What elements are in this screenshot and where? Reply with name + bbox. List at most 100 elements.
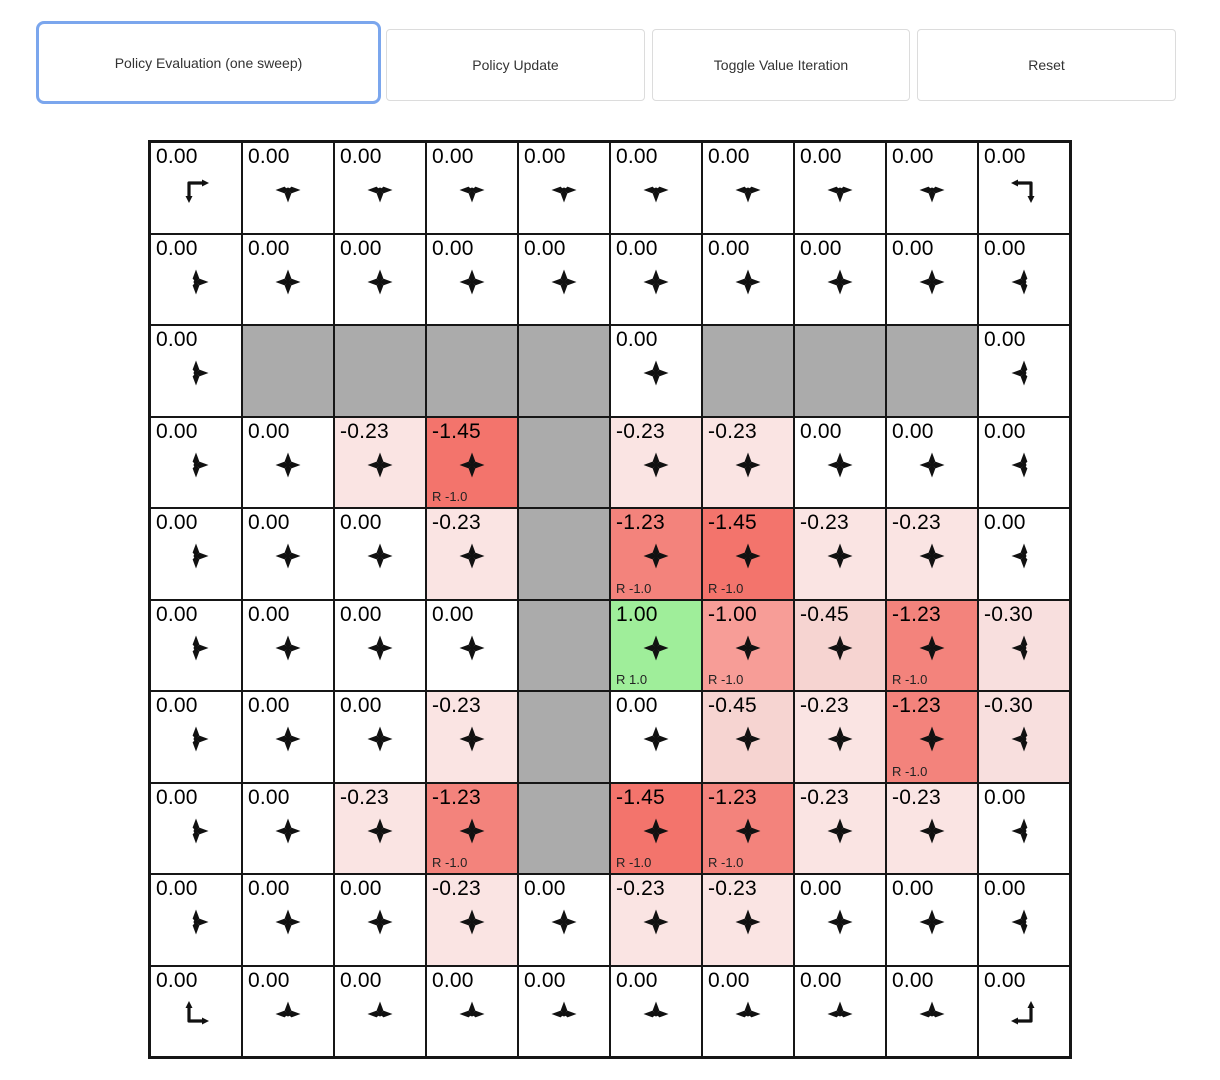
grid-cell-r10-c10[interactable]: 0.00 [978, 965, 1070, 1057]
grid-cell-r6-c3[interactable]: 0.00 [334, 599, 426, 691]
grid-cell-r10-c2[interactable]: 0.00 [242, 965, 334, 1057]
grid-cell-r5-c4[interactable]: -0.23 [426, 508, 518, 600]
reset-button[interactable]: Reset [917, 29, 1176, 101]
grid-cell-r3-c6[interactable]: 0.00 [610, 325, 702, 417]
grid-cell-r10-c8[interactable]: 0.00 [794, 965, 886, 1057]
grid-cell-r1-c5[interactable]: 0.00 [518, 142, 610, 234]
grid-cell-r5-c8[interactable]: -0.23 [794, 508, 886, 600]
grid-wall-cell-r4-c5[interactable] [518, 416, 610, 508]
grid-cell-r9-c7[interactable]: -0.23 [702, 874, 794, 966]
grid-cell-r10-c5[interactable]: 0.00 [518, 965, 610, 1057]
grid-wall-cell-r7-c5[interactable] [518, 691, 610, 783]
grid-cell-r1-c2[interactable]: 0.00 [242, 142, 334, 234]
grid-wall-cell-r3-c3[interactable] [334, 325, 426, 417]
grid-wall-cell-r8-c5[interactable] [518, 782, 610, 874]
policy-update-button[interactable]: Policy Update [386, 29, 645, 101]
grid-cell-r4-c7[interactable]: -0.23 [702, 416, 794, 508]
grid-wall-cell-r3-c9[interactable] [886, 325, 978, 417]
grid-cell-r5-c9[interactable]: -0.23 [886, 508, 978, 600]
grid-cell-r4-c3[interactable]: -0.23 [334, 416, 426, 508]
grid-cell-r3-c1[interactable]: 0.00 [150, 325, 242, 417]
grid-cell-r9-c10[interactable]: 0.00 [978, 874, 1070, 966]
grid-wall-cell-r3-c5[interactable] [518, 325, 610, 417]
grid-cell-r2-c2[interactable]: 0.00 [242, 233, 334, 325]
grid-wall-cell-r3-c2[interactable] [242, 325, 334, 417]
grid-cell-r2-c1[interactable]: 0.00 [150, 233, 242, 325]
grid-cell-r2-c7[interactable]: 0.00 [702, 233, 794, 325]
grid-cell-r8-c8[interactable]: -0.23 [794, 782, 886, 874]
grid-cell-r9-c6[interactable]: -0.23 [610, 874, 702, 966]
grid-cell-r1-c4[interactable]: 0.00 [426, 142, 518, 234]
grid-cell-r1-c9[interactable]: 0.00 [886, 142, 978, 234]
toggle-value-iteration-button[interactable]: Toggle Value Iteration [652, 29, 910, 101]
grid-cell-r8-c1[interactable]: 0.00 [150, 782, 242, 874]
grid-cell-r10-c3[interactable]: 0.00 [334, 965, 426, 1057]
grid-wall-cell-r5-c5[interactable] [518, 508, 610, 600]
grid-cell-r6-c6[interactable]: 1.00 R 1.0 [610, 599, 702, 691]
grid-cell-r5-c6[interactable]: -1.23 R -1.0 [610, 508, 702, 600]
grid-cell-r8-c4[interactable]: -1.23 R -1.0 [426, 782, 518, 874]
grid-cell-r10-c9[interactable]: 0.00 [886, 965, 978, 1057]
grid-cell-r8-c7[interactable]: -1.23 R -1.0 [702, 782, 794, 874]
grid-cell-r7-c10[interactable]: -0.30 [978, 691, 1070, 783]
grid-cell-r4-c10[interactable]: 0.00 [978, 416, 1070, 508]
grid-cell-r6-c10[interactable]: -0.30 [978, 599, 1070, 691]
grid-cell-r5-c7[interactable]: -1.45 R -1.0 [702, 508, 794, 600]
grid-cell-r2-c9[interactable]: 0.00 [886, 233, 978, 325]
grid-cell-r7-c4[interactable]: -0.23 [426, 691, 518, 783]
grid-cell-r10-c7[interactable]: 0.00 [702, 965, 794, 1057]
grid-cell-r6-c1[interactable]: 0.00 [150, 599, 242, 691]
grid-cell-r9-c2[interactable]: 0.00 [242, 874, 334, 966]
grid-cell-r4-c9[interactable]: 0.00 [886, 416, 978, 508]
grid-cell-r8-c6[interactable]: -1.45 R -1.0 [610, 782, 702, 874]
grid-cell-r4-c2[interactable]: 0.00 [242, 416, 334, 508]
grid-cell-r1-c8[interactable]: 0.00 [794, 142, 886, 234]
grid-cell-r4-c8[interactable]: 0.00 [794, 416, 886, 508]
grid-cell-r6-c7[interactable]: -1.00 R -1.0 [702, 599, 794, 691]
grid-cell-r8-c10[interactable]: 0.00 [978, 782, 1070, 874]
grid-cell-r5-c2[interactable]: 0.00 [242, 508, 334, 600]
grid-cell-r2-c5[interactable]: 0.00 [518, 233, 610, 325]
grid-cell-r6-c4[interactable]: 0.00 [426, 599, 518, 691]
policy-evaluation-button[interactable]: Policy Evaluation (one sweep) [36, 21, 381, 104]
grid-wall-cell-r3-c7[interactable] [702, 325, 794, 417]
grid-wall-cell-r6-c5[interactable] [518, 599, 610, 691]
grid-cell-r4-c6[interactable]: -0.23 [610, 416, 702, 508]
grid-cell-r8-c3[interactable]: -0.23 [334, 782, 426, 874]
grid-cell-r7-c2[interactable]: 0.00 [242, 691, 334, 783]
grid-cell-r8-c9[interactable]: -0.23 [886, 782, 978, 874]
grid-cell-r7-c6[interactable]: 0.00 [610, 691, 702, 783]
grid-cell-r1-c3[interactable]: 0.00 [334, 142, 426, 234]
grid-cell-r4-c4[interactable]: -1.45 R -1.0 [426, 416, 518, 508]
grid-cell-r8-c2[interactable]: 0.00 [242, 782, 334, 874]
grid-cell-r6-c9[interactable]: -1.23 R -1.0 [886, 599, 978, 691]
grid-cell-r1-c6[interactable]: 0.00 [610, 142, 702, 234]
grid-cell-r7-c1[interactable]: 0.00 [150, 691, 242, 783]
grid-cell-r10-c1[interactable]: 0.00 [150, 965, 242, 1057]
grid-cell-r9-c9[interactable]: 0.00 [886, 874, 978, 966]
grid-cell-r1-c10[interactable]: 0.00 [978, 142, 1070, 234]
grid-cell-r3-c10[interactable]: 0.00 [978, 325, 1070, 417]
grid-cell-r7-c3[interactable]: 0.00 [334, 691, 426, 783]
grid-cell-r5-c1[interactable]: 0.00 [150, 508, 242, 600]
grid-cell-r2-c10[interactable]: 0.00 [978, 233, 1070, 325]
grid-cell-r2-c4[interactable]: 0.00 [426, 233, 518, 325]
grid-cell-r5-c10[interactable]: 0.00 [978, 508, 1070, 600]
grid-cell-r10-c4[interactable]: 0.00 [426, 965, 518, 1057]
grid-cell-r7-c8[interactable]: -0.23 [794, 691, 886, 783]
grid-cell-r7-c7[interactable]: -0.45 [702, 691, 794, 783]
grid-wall-cell-r3-c4[interactable] [426, 325, 518, 417]
grid-wall-cell-r3-c8[interactable] [794, 325, 886, 417]
grid-cell-r9-c4[interactable]: -0.23 [426, 874, 518, 966]
grid-cell-r9-c8[interactable]: 0.00 [794, 874, 886, 966]
grid-cell-r2-c8[interactable]: 0.00 [794, 233, 886, 325]
grid-cell-r9-c5[interactable]: 0.00 [518, 874, 610, 966]
grid-cell-r7-c9[interactable]: -1.23 R -1.0 [886, 691, 978, 783]
grid-cell-r6-c2[interactable]: 0.00 [242, 599, 334, 691]
grid-cell-r1-c7[interactable]: 0.00 [702, 142, 794, 234]
grid-cell-r5-c3[interactable]: 0.00 [334, 508, 426, 600]
grid-cell-r2-c6[interactable]: 0.00 [610, 233, 702, 325]
grid-cell-r4-c1[interactable]: 0.00 [150, 416, 242, 508]
grid-cell-r2-c3[interactable]: 0.00 [334, 233, 426, 325]
grid-cell-r6-c8[interactable]: -0.45 [794, 599, 886, 691]
